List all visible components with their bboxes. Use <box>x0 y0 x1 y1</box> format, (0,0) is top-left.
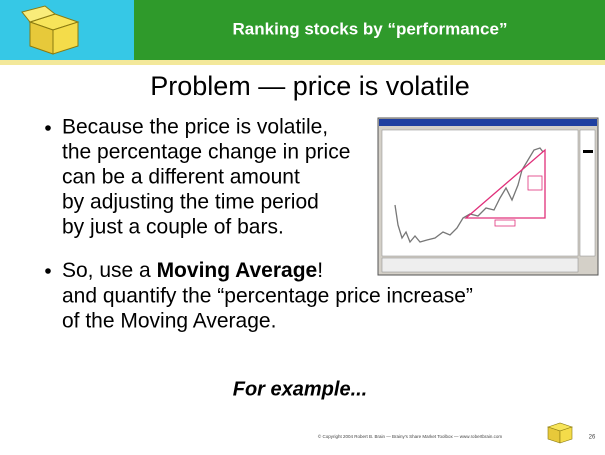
chart-screenshot <box>377 117 599 276</box>
text: So, use a <box>62 259 157 282</box>
box-icon <box>21 5 80 55</box>
bullet-text: and quantify the “percentage price incre… <box>62 285 473 333</box>
bullet <box>45 125 51 131</box>
page-number: 26 <box>589 435 596 441</box>
bullet-line: can be a different amount <box>62 166 300 189</box>
bullet-line: of the Moving Average. <box>62 310 276 333</box>
bullet-text: Because the price is volatile,the percen… <box>62 116 350 239</box>
title-bar <box>134 0 605 60</box>
bullet-lead-line: So, use a Moving Average! <box>62 259 323 282</box>
footer-icon <box>547 422 573 444</box>
bullet <box>45 268 51 274</box>
header-title: Ranking stocks by “performance” <box>233 19 508 38</box>
bullet-line: by just a couple of bars. <box>62 216 284 239</box>
bullet-line: the percentage change in price <box>62 141 350 164</box>
bullet-line: and quantify the “percentage price incre… <box>62 285 473 308</box>
bullet-line: by adjusting the time period <box>62 191 319 214</box>
emphasis: Moving Average <box>157 259 318 282</box>
divider <box>0 60 605 65</box>
example: For example... <box>233 378 368 400</box>
heading: Problem — price is volatile <box>150 71 470 101</box>
copyright: © Copyright 2004 Robert B. Brain — Brain… <box>318 433 502 439</box>
text: ! <box>317 259 323 282</box>
bullet-line: Because the price is volatile, <box>62 116 328 139</box>
